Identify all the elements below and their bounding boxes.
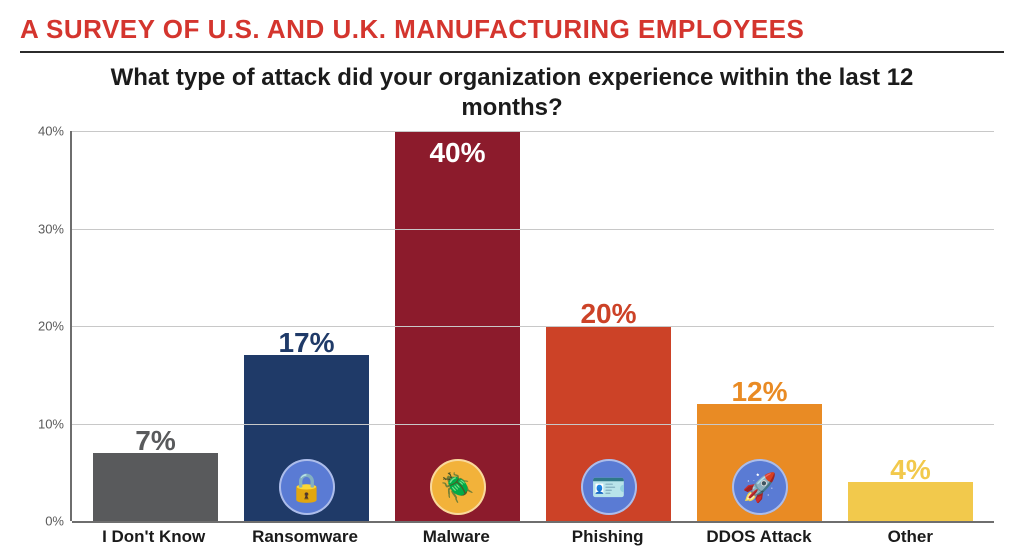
gridline: [72, 326, 994, 327]
rocket-icon: 🚀: [732, 459, 788, 515]
y-tick-label: 10%: [22, 416, 64, 431]
bar-value-label: 12%: [731, 378, 787, 406]
bug-icon: 🪲: [430, 459, 486, 515]
bar: 🚀: [697, 404, 821, 521]
bar-value-label: 40%: [429, 139, 485, 167]
bar: 🔒: [244, 355, 368, 521]
y-tick-label: 30%: [22, 221, 64, 236]
plot-area: 7%17%🔒🪲40%20%🪪12%🚀4% 0%10%20%30%40%: [70, 131, 994, 521]
x-axis-label: Phishing: [532, 521, 683, 551]
y-tick-label: 0%: [22, 514, 64, 529]
y-tick-label: 40%: [22, 124, 64, 139]
bar: [93, 453, 217, 521]
gridline: [72, 229, 994, 230]
chart-subtitle: What type of attack did your organizatio…: [20, 61, 1004, 131]
x-axis-label: Other: [835, 521, 986, 551]
x-axis-label: I Don't Know: [78, 521, 229, 551]
x-axis-label: DDOS Attack: [683, 521, 834, 551]
gridline: [72, 131, 994, 132]
bar-value-label: 7%: [135, 427, 175, 455]
y-tick-label: 20%: [22, 319, 64, 334]
bar-value-label: 17%: [278, 329, 334, 357]
bar-value-label: 20%: [580, 300, 636, 328]
gridline: [72, 424, 994, 425]
page-title: A SURVEY OF U.S. AND U.K. MANUFACTURING …: [20, 14, 1004, 53]
bar-chart: 7%17%🔒🪲40%20%🪪12%🚀4% 0%10%20%30%40% I Do…: [70, 131, 994, 551]
bar-value-label: 4%: [890, 456, 930, 484]
id-card-icon: 🪪: [581, 459, 637, 515]
lock-icon: 🔒: [279, 459, 335, 515]
bar: [848, 482, 972, 521]
x-axis-labels: I Don't KnowRansomwareMalwarePhishingDDO…: [70, 521, 994, 551]
x-axis-label: Malware: [381, 521, 532, 551]
x-axis-label: Ransomware: [229, 521, 380, 551]
